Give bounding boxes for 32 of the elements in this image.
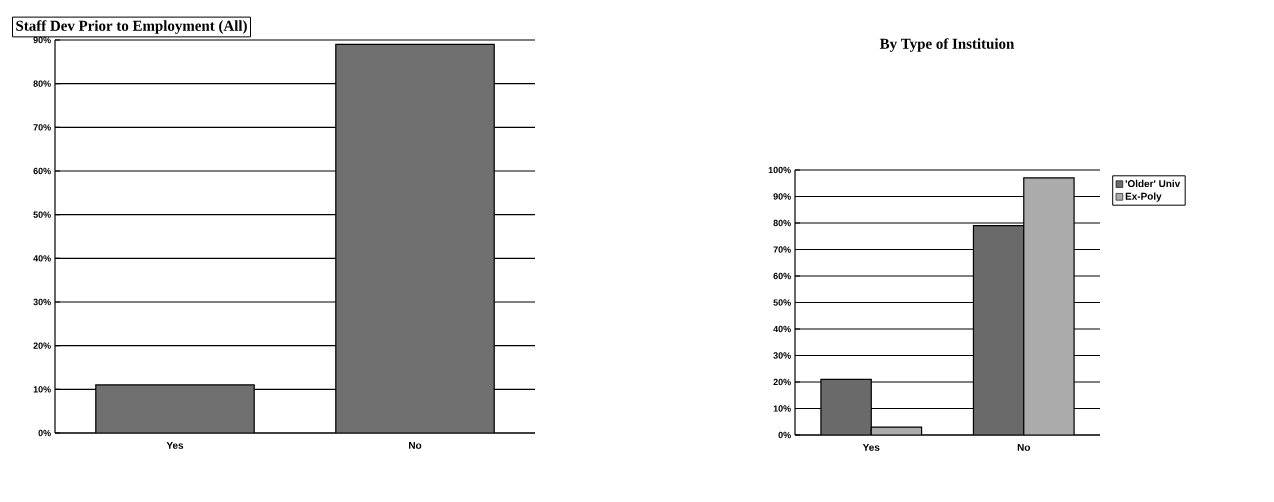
bar xyxy=(972,225,1025,435)
y-tick-label: 70% xyxy=(773,246,791,253)
x-tick-label: No xyxy=(409,441,422,449)
y-tick-label: 100% xyxy=(768,166,791,174)
x-tick-label: Yes xyxy=(862,443,880,451)
y-tick-label: 90% xyxy=(773,193,791,200)
legend-label: Ex-Poly xyxy=(1125,192,1162,202)
y-tick-label: 30% xyxy=(33,298,51,306)
y-tick-label: 0% xyxy=(38,429,51,437)
y-tick-label: 20% xyxy=(773,378,791,386)
chart-title: By Type of Instituion xyxy=(879,38,1015,52)
y-tick-label: 80% xyxy=(773,219,791,227)
y-tick-label: 50% xyxy=(33,211,51,218)
chart-title: Staff Dev Prior to Employment (All) xyxy=(16,20,247,34)
y-tick-label: 0% xyxy=(778,431,791,439)
bar xyxy=(1023,177,1075,435)
y-tick-label: 20% xyxy=(33,342,51,349)
y-tick-label: 30% xyxy=(773,352,791,359)
y-tick-label: 40% xyxy=(33,255,51,262)
legend-label: 'Older' Univ xyxy=(1125,179,1181,188)
y-tick-label: 40% xyxy=(773,325,791,333)
y-tick-label: 10% xyxy=(33,386,51,393)
y-tick-label: 10% xyxy=(773,405,791,412)
bar xyxy=(820,378,872,435)
y-tick-label: 60% xyxy=(773,272,791,280)
y-tick-label: 90% xyxy=(33,36,51,44)
x-tick-label: Yes xyxy=(166,441,184,449)
x-tick-label: No xyxy=(1017,443,1031,451)
y-tick-label: 70% xyxy=(33,124,51,131)
y-tick-label: 60% xyxy=(33,167,51,175)
y-tick-label: 50% xyxy=(773,299,791,306)
y-tick-label: 80% xyxy=(33,80,51,87)
